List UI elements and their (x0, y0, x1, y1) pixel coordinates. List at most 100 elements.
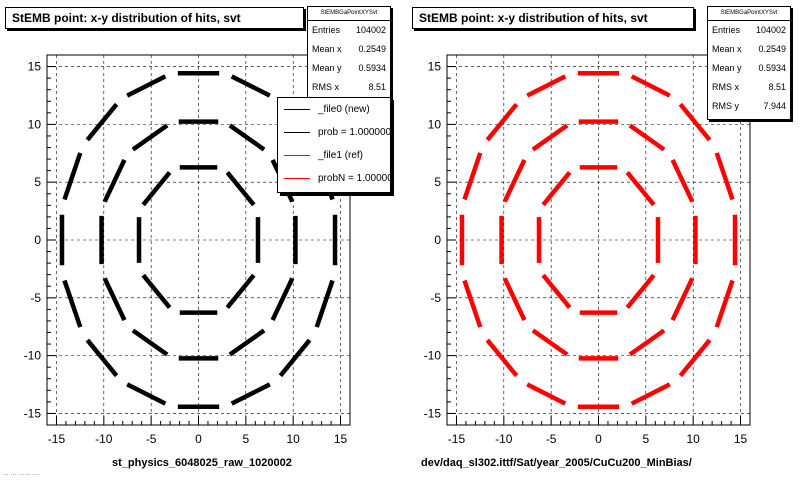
hit-segment (462, 279, 483, 328)
hit-segment (670, 158, 695, 203)
stats-row: Mean y 0.5934 (308, 59, 390, 78)
hit-segment (230, 382, 271, 406)
stats-label: Mean x (712, 44, 742, 54)
legend-label: prob = 1.000000 (318, 127, 391, 138)
x-tick-label: -5 (546, 432, 557, 446)
hit-segment (102, 277, 127, 322)
hit-segment (678, 102, 712, 142)
stats-label: RMS x (312, 82, 339, 92)
y-tick-label: -5 (430, 291, 441, 305)
stats-value: 0.2549 (358, 44, 386, 54)
stats-value: 8.51 (768, 82, 786, 92)
y-tick-label: 10 (428, 117, 442, 131)
x-tick-label: -10 (95, 432, 113, 446)
hit-segment (85, 338, 119, 378)
hit-segment (230, 74, 271, 98)
hit-segment (628, 328, 666, 357)
hit-segment (531, 123, 569, 152)
hit-segment (714, 152, 735, 201)
y-tick-label: 5 (34, 175, 41, 189)
y-tick-label: 15 (28, 60, 42, 74)
hit-segment (126, 74, 167, 98)
legend-label: _file0 (new) (318, 104, 370, 115)
legend-entry: probN = 1.000000 (278, 167, 390, 190)
stats-box: StEMBGaPointXYSvt Entries 104002 Mean x … (307, 6, 391, 102)
stats-value: 7.944 (763, 101, 786, 111)
stats-label: Mean y (712, 63, 742, 73)
stats-label: Mean x (312, 44, 342, 54)
legend-entry: prob = 1.000000 (278, 121, 390, 144)
legend-line-icon (284, 109, 310, 110)
stats-value: 0.5934 (758, 63, 786, 73)
y-tick-label: 5 (434, 175, 441, 189)
stats-label: Entries (312, 25, 341, 35)
legend-label: _file1 (ref) (318, 150, 364, 161)
hit-segment (228, 123, 266, 152)
stats-row: Mean x 0.2549 (308, 40, 390, 59)
stats-row: RMS x 8.51 (708, 78, 790, 97)
y-tick-label: -10 (424, 349, 442, 363)
hit-segment (62, 152, 83, 201)
y-tick-label: -10 (24, 349, 42, 363)
x-tick-label: -15 (48, 432, 66, 446)
x-tick-label: 10 (287, 432, 301, 446)
stats-label: Mean y (312, 63, 342, 73)
x-tick-label: -15 (448, 432, 466, 446)
x-tick-label: 15 (334, 432, 348, 446)
hit-segment (625, 273, 656, 309)
stats-value: 0.5934 (358, 63, 386, 73)
stats-value: 0.2549 (758, 44, 786, 54)
hit-segment (131, 328, 169, 357)
hit-segment (541, 171, 572, 207)
hit-segment (485, 102, 519, 142)
stats-value: 8.51 (368, 82, 386, 92)
y-tick-label: 10 (28, 117, 42, 131)
x-tick-label: 15 (734, 432, 748, 446)
hit-segment (278, 338, 312, 378)
stats-box: StEMBGaPointXYSvt Entries 104002 Mean x … (707, 6, 791, 120)
stats-row: Mean y 0.5934 (708, 59, 790, 78)
y-tick-label: 15 (428, 60, 442, 74)
hit-segment (131, 123, 169, 152)
scatter-plot-right: -15 -10 -5 0 5 10 15 -15 -10 -5 0 5 10 15 (424, 54, 751, 446)
hit-segment (126, 382, 167, 406)
x-tick-label: 0 (595, 432, 602, 446)
hit-segment (714, 279, 735, 328)
hit-segment (531, 328, 569, 357)
stats-label: RMS y (712, 101, 739, 111)
legend-entry: _file1 (ref) (278, 144, 390, 167)
hit-segment (526, 382, 567, 406)
hit-segment (102, 158, 127, 203)
hit-segment (462, 152, 483, 201)
stats-header: StEMBGaPointXYSvt (308, 7, 390, 21)
hit-segment (526, 74, 567, 98)
legend-line-icon (284, 155, 310, 156)
hit-segment (314, 279, 335, 328)
plot-title: StEMB point: x-y distribution of hits, s… (412, 7, 694, 29)
hit-segment (228, 328, 266, 357)
hit-segment (270, 277, 295, 322)
stats-row: Mean x 0.2549 (708, 40, 790, 59)
x-tick-label: 0 (195, 432, 202, 446)
x-tick-label: -5 (146, 432, 157, 446)
x-tick-label: 10 (687, 432, 701, 446)
legend-entry: _file0 (new) (278, 98, 390, 121)
hit-segment (141, 171, 172, 207)
hit-segment (678, 338, 712, 378)
legend: _file0 (new) prob = 1.000000 _file1 (ref… (277, 97, 391, 193)
x-tick-label: 5 (643, 432, 650, 446)
stats-value: 104002 (355, 25, 386, 35)
hit-segment (85, 102, 119, 142)
y-tick-label: 0 (34, 233, 41, 247)
hit-segment (541, 273, 572, 309)
stats-row: Entries 104002 (308, 21, 390, 40)
x-tick-label: 5 (243, 432, 250, 446)
hit-segment (225, 171, 256, 207)
legend-line-icon (284, 178, 310, 179)
stats-label: Entries (712, 25, 741, 35)
hit-segment (670, 277, 695, 322)
y-tick-label: -15 (424, 406, 442, 420)
stats-label: RMS x (712, 82, 739, 92)
x-axis-caption: dev/daq_sl302.ittf/Sat/year_2005/CuCu200… (421, 457, 692, 469)
y-tick-label: 0 (434, 233, 441, 247)
